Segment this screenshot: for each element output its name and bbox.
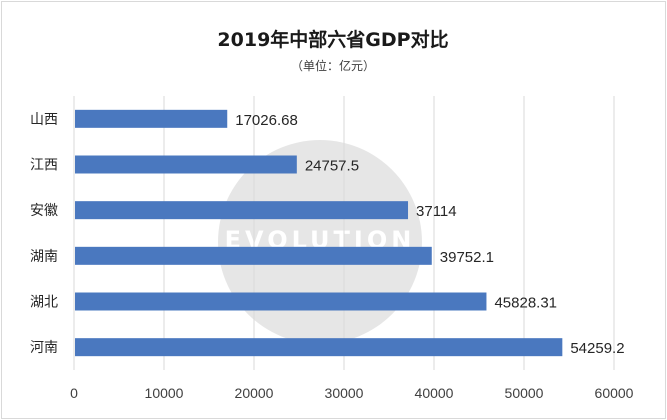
category-label: 江西	[30, 158, 58, 174]
category-label: 湖北	[30, 295, 58, 311]
x-tick-label: 60000	[595, 385, 634, 401]
x-tick-label: 40000	[415, 385, 454, 401]
x-tick-label: 50000	[505, 385, 544, 401]
category-label: 河南	[30, 340, 58, 356]
x-axis-ticks: 0 10000 20000 30000 40000 50000 60000	[70, 385, 634, 401]
data-labels: 17026.68 24757.5 37114 39752.1 45828.31 54259…	[235, 112, 624, 357]
data-label: 45828.31	[494, 295, 557, 312]
bars	[75, 109, 563, 357]
category-label: 湖南	[30, 249, 58, 265]
x-tick-label: 0	[70, 385, 78, 401]
bar	[75, 338, 563, 357]
data-label: 39752.1	[440, 249, 494, 266]
data-label: 24757.5	[305, 158, 359, 175]
data-label: 17026.68	[235, 112, 298, 129]
x-tick-label: 10000	[145, 385, 184, 401]
bar	[75, 292, 487, 311]
gridlines	[73, 96, 615, 370]
bar	[75, 155, 297, 174]
x-tick-label: 20000	[235, 385, 274, 401]
bar	[75, 201, 409, 220]
category-label: 山西	[30, 112, 58, 128]
chart-title: 2019年中部六省GDP对比	[217, 28, 448, 51]
category-label: 安徽	[30, 203, 58, 219]
data-label: 37114	[416, 203, 457, 220]
chart-subtitle: （单位：亿元）	[291, 58, 375, 73]
x-tick-label: 30000	[325, 385, 364, 401]
bar	[75, 246, 432, 265]
bar	[75, 109, 228, 128]
data-label: 54259.2	[570, 340, 624, 357]
